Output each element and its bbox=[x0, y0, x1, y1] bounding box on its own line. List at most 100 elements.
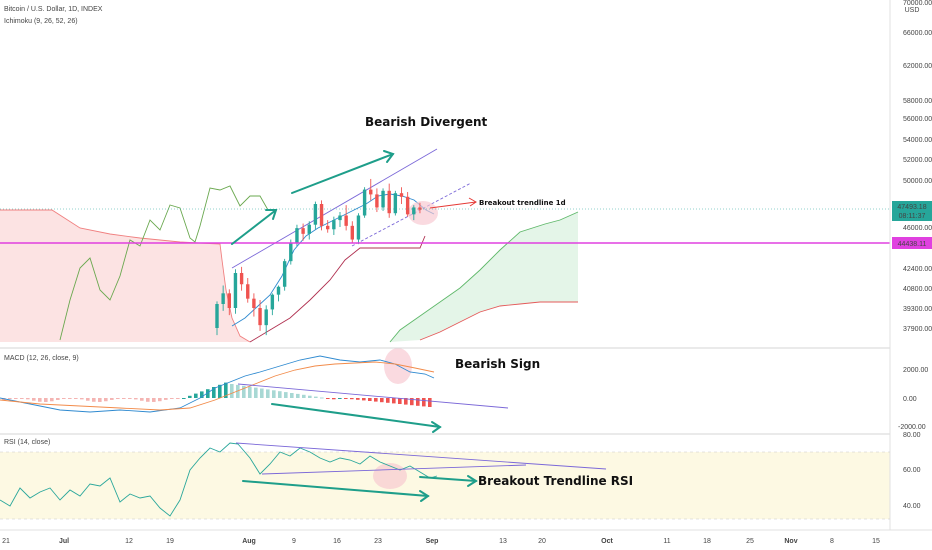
chart-title: Bitcoin / U.S. Dollar, 1D, INDEX bbox=[4, 6, 103, 13]
candle-18 bbox=[326, 220, 330, 233]
candle-24 bbox=[362, 187, 367, 218]
candle-1 bbox=[221, 285, 225, 311]
rsi-tick-0: 80.00 bbox=[903, 432, 921, 439]
macd-bar-41 bbox=[248, 386, 252, 398]
candle-21 bbox=[344, 205, 348, 231]
time-label-8: Sep bbox=[426, 538, 439, 545]
annotation-bearish-divergent: Bearish Divergent bbox=[365, 115, 488, 129]
time-label-17: 15 bbox=[872, 538, 880, 545]
macd-bar-13 bbox=[80, 398, 84, 400]
macd-bar-59 bbox=[356, 398, 360, 400]
macd-bar-4 bbox=[26, 398, 30, 400]
macd-bar-54 bbox=[326, 398, 330, 399]
macd-bar-12 bbox=[74, 398, 78, 399]
macd-bar-47 bbox=[284, 392, 288, 398]
rsi-band bbox=[0, 452, 890, 519]
rsi-arrows bbox=[242, 475, 478, 502]
macd-bar-66 bbox=[398, 398, 402, 404]
macd-bar-38 bbox=[230, 384, 234, 398]
macd-bar-43 bbox=[260, 388, 264, 398]
macd-bar-8 bbox=[50, 398, 54, 402]
macd-bar-22 bbox=[134, 398, 138, 400]
candle-19 bbox=[332, 216, 336, 235]
macd-bar-40 bbox=[242, 385, 246, 398]
candle-14 bbox=[301, 223, 305, 241]
macd-bar-61 bbox=[368, 398, 372, 401]
candle-28 bbox=[387, 183, 391, 218]
currency-label: USD bbox=[905, 7, 920, 14]
candle-17 bbox=[319, 200, 324, 231]
macd-bar-53 bbox=[320, 397, 324, 399]
time-label-15: Nov bbox=[784, 538, 797, 545]
divergence-arrows bbox=[231, 150, 395, 245]
macd-bar-19 bbox=[116, 398, 120, 399]
macd-bar-28 bbox=[170, 398, 174, 399]
time-label-4: Aug bbox=[242, 538, 256, 545]
macd-title: MACD (12, 26, close, 9) bbox=[4, 355, 79, 362]
macd-bar-51 bbox=[308, 395, 312, 398]
macd-histogram bbox=[2, 382, 432, 407]
macd-bar-9 bbox=[56, 398, 60, 400]
macd-bar-65 bbox=[392, 398, 396, 404]
macd-bar-42 bbox=[254, 387, 258, 398]
macd-bar-1 bbox=[8, 398, 12, 399]
candle-33 bbox=[418, 202, 422, 214]
macd-bar-69 bbox=[416, 398, 420, 406]
macd-bar-58 bbox=[350, 398, 354, 400]
candle-26 bbox=[375, 188, 379, 213]
macd-bar-36 bbox=[218, 384, 222, 398]
candle-22 bbox=[350, 221, 354, 243]
macd-tick-0: 2000.00 bbox=[903, 367, 928, 374]
candle-2 bbox=[227, 289, 231, 316]
macd-bar-50 bbox=[302, 394, 306, 398]
macd-bar-34 bbox=[206, 389, 210, 398]
candle-16 bbox=[313, 201, 318, 230]
macd-bar-68 bbox=[410, 398, 414, 406]
rsi-tick-1: 60.00 bbox=[903, 467, 921, 474]
candle-32 bbox=[412, 205, 416, 221]
macd-bar-57 bbox=[344, 398, 348, 399]
time-label-10: 20 bbox=[538, 538, 546, 545]
rsi-line bbox=[0, 442, 438, 517]
time-label-6: 16 bbox=[333, 538, 341, 545]
macd-bar-70 bbox=[422, 398, 426, 407]
macd-bar-46 bbox=[278, 391, 282, 398]
price-tick-12: 39300.00 bbox=[903, 306, 932, 313]
macd-arrow bbox=[271, 403, 442, 433]
candle-10 bbox=[276, 285, 281, 302]
time-label-12: 11 bbox=[663, 538, 670, 545]
macd-bar-35 bbox=[212, 387, 216, 398]
macd-signal-line bbox=[0, 361, 435, 411]
candle-15 bbox=[307, 221, 311, 240]
candle-4 bbox=[239, 266, 244, 291]
macd-bar-63 bbox=[380, 398, 384, 403]
lagging-span bbox=[59, 185, 269, 341]
macd-bar-3 bbox=[20, 398, 24, 399]
candle-3 bbox=[233, 269, 238, 314]
time-label-14: 25 bbox=[746, 538, 754, 545]
macd-bar-10 bbox=[62, 398, 66, 399]
price-tick-5: 54000.00 bbox=[903, 137, 932, 144]
candle-8 bbox=[264, 305, 268, 336]
support-price-box bbox=[892, 237, 932, 249]
candle-9 bbox=[270, 293, 275, 316]
price-tick-11: 40800.00 bbox=[903, 286, 932, 293]
macd-bar-24 bbox=[146, 398, 150, 402]
annotation-bearish-sign: Bearish Sign bbox=[455, 357, 540, 371]
price-axis[interactable]: 70000.00 66000.00 62000.00 58000.00 56000.00… bbox=[903, 0, 932, 333]
time-label-11: Oct bbox=[601, 538, 613, 545]
rsi-title: RSI (14, close) bbox=[4, 439, 50, 446]
rsi-highlight bbox=[373, 463, 407, 489]
price-tick-4: 56000.00 bbox=[903, 116, 932, 123]
price-tick-3: 58000.00 bbox=[903, 98, 932, 105]
macd-bar-6 bbox=[38, 398, 42, 402]
macd-bar-62 bbox=[374, 398, 378, 402]
price-tick-6: 52000.00 bbox=[903, 157, 932, 164]
candles bbox=[215, 178, 422, 336]
macd-bar-21 bbox=[128, 398, 132, 399]
time-axis[interactable]: 21 Jul 12 19 Aug 9 16 23 Sep 13 20 Oct 11 18 25 Nov 8 15 bbox=[2, 538, 880, 545]
time-label-1: Jul bbox=[59, 538, 69, 545]
price-tick-10: 42400.00 bbox=[903, 266, 932, 273]
tenkan-line bbox=[231, 193, 435, 327]
